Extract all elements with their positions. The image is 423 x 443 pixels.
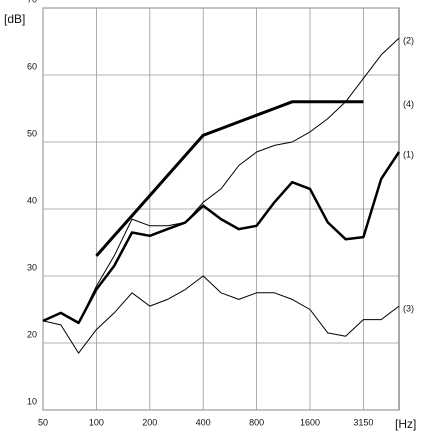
x-tick-label: 50 bbox=[38, 417, 48, 427]
x-tick-label: 200 bbox=[142, 417, 157, 427]
x-tick-label: 400 bbox=[196, 417, 211, 427]
series-line bbox=[42, 37, 400, 324]
series-line bbox=[95, 100, 364, 257]
x-tick-label: 1600 bbox=[300, 417, 320, 427]
series-line bbox=[42, 275, 400, 354]
x-axis-label: [Hz] bbox=[395, 417, 416, 431]
series-label: (2) bbox=[403, 36, 414, 46]
series-line bbox=[42, 151, 401, 325]
series-label: (1) bbox=[403, 149, 414, 159]
y-tick-label: 60 bbox=[27, 61, 37, 71]
x-tick-label: 100 bbox=[89, 417, 104, 427]
y-tick-label: 50 bbox=[27, 128, 37, 138]
y-tick-label: 30 bbox=[27, 262, 37, 272]
y-tick-label: 70 bbox=[27, 0, 37, 4]
y-axis-label: [dB] bbox=[4, 12, 25, 26]
y-tick-label: 40 bbox=[27, 195, 37, 205]
y-tick-label: 20 bbox=[27, 329, 37, 339]
y-tick-label: 10 bbox=[27, 396, 37, 406]
series-label: (3) bbox=[403, 304, 414, 314]
x-tick-label: 800 bbox=[249, 417, 264, 427]
x-tick-label: 3150 bbox=[353, 417, 373, 427]
series-label: (4) bbox=[403, 99, 414, 109]
